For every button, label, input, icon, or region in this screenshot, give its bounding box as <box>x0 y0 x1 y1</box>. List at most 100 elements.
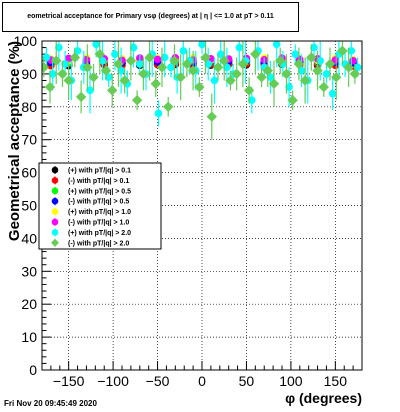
data-point <box>44 81 56 93</box>
x-tick-label: −100 <box>97 373 129 389</box>
data-point <box>167 63 175 72</box>
data-point <box>349 68 361 80</box>
legend-label: (+) with pT/|q| > 0.5 <box>68 188 131 195</box>
data-point <box>287 95 298 106</box>
data-point <box>169 55 180 66</box>
data-point <box>247 96 256 105</box>
y-tick-label: 100 <box>14 33 38 49</box>
data-point <box>231 68 242 80</box>
data-point <box>73 47 82 55</box>
x-tick-label: −50 <box>146 373 170 389</box>
data-point <box>262 65 273 76</box>
data-point <box>343 62 354 73</box>
data-point <box>312 65 323 76</box>
data-point <box>88 71 99 83</box>
data-point <box>268 78 280 89</box>
y-tick-label: 60 <box>21 165 37 181</box>
legend-entry: (-) with pT/|q| > 2.0 <box>51 238 129 247</box>
data-point <box>144 52 155 63</box>
timestamp-footer: Fri Nov 20 09:45:49 2020 <box>4 399 97 408</box>
legend-entry: (+) with pT/|q| > 2.0 <box>51 228 131 237</box>
data-point <box>331 71 342 83</box>
data-point <box>94 48 105 60</box>
data-point <box>131 95 143 106</box>
data-point <box>237 58 249 70</box>
data-point <box>154 109 163 118</box>
data-point <box>92 41 101 49</box>
data-point <box>256 71 267 83</box>
data-point <box>212 62 224 73</box>
data-point <box>163 101 174 113</box>
legend-box <box>38 162 162 250</box>
y-tick-label: 50 <box>21 198 37 214</box>
legend-label: (+) with pT/|q| > 0.1 <box>68 168 131 175</box>
data-point <box>156 62 168 73</box>
data-point <box>160 53 169 62</box>
data-point <box>281 68 292 80</box>
data-point <box>204 60 213 68</box>
x-tick-label: 0 <box>198 373 206 389</box>
y-tick-label: 80 <box>21 99 37 115</box>
data-point <box>129 43 138 52</box>
legend-label: (-) with pT/|q| > 0.1 <box>68 178 129 185</box>
legend-label: (-) with pT/|q| > 0.5 <box>68 199 129 206</box>
data-point <box>200 52 211 63</box>
legend-entry: (+) with pT/|q| > 1.0 <box>51 207 131 216</box>
y-tick-label: 30 <box>21 263 37 279</box>
legend-entry: (-) with pT/|q| > 0.1 <box>51 176 129 185</box>
legend-marker <box>51 177 59 184</box>
data-point <box>353 63 362 72</box>
data-point <box>210 76 219 85</box>
x-tick-label: 100 <box>279 373 303 389</box>
data-point <box>225 75 236 86</box>
series-8 <box>42 41 361 140</box>
data-point <box>347 47 356 55</box>
data-layer <box>42 41 362 140</box>
data-point <box>119 75 130 86</box>
data-point <box>175 71 186 83</box>
data-point <box>310 43 318 52</box>
legend-label: (-) with pT/|q| > 2.0 <box>68 240 129 247</box>
data-point <box>111 50 119 58</box>
data-point <box>293 58 305 70</box>
legend-marker <box>51 229 59 236</box>
legend-marker <box>51 208 59 215</box>
x-tick-label: −150 <box>53 373 85 389</box>
data-point <box>243 85 255 96</box>
legend-label: (+) with pT/|q| > 2.0 <box>68 230 131 237</box>
x-tick-label: 150 <box>324 373 348 389</box>
data-point <box>275 55 286 66</box>
chart-title-box: eometrical acceptance for Primary vsφ (d… <box>2 2 299 32</box>
chart-title: eometrical acceptance for Primary vsφ (d… <box>27 13 274 20</box>
data-point <box>306 52 317 63</box>
legend-marker <box>51 166 59 174</box>
y-tick-label: 10 <box>21 329 37 345</box>
legend-marker <box>51 238 59 247</box>
data-point <box>100 65 112 76</box>
legend-marker <box>51 187 59 195</box>
data-point <box>63 75 74 86</box>
data-point <box>181 58 193 70</box>
data-point <box>125 55 137 66</box>
data-point <box>69 52 81 63</box>
data-point <box>250 48 261 60</box>
data-point <box>138 68 149 80</box>
data-point <box>337 45 348 57</box>
data-point <box>316 56 325 65</box>
data-point <box>206 111 217 122</box>
legend-entry: (+) with pT/|q| > 0.1 <box>51 166 131 175</box>
data-point <box>235 43 244 52</box>
y-tick-label: 90 <box>21 66 37 82</box>
legend-marker <box>51 197 59 205</box>
legend-label: (+) with pT/|q| > 1.0 <box>68 209 131 216</box>
legend-entry: (-) with pT/|q| > 1.0 <box>51 218 129 227</box>
data-point <box>82 62 93 73</box>
legend-entry: (+) with pT/|q| > 0.5 <box>51 186 131 195</box>
data-point <box>318 81 329 93</box>
data-point <box>153 55 162 64</box>
data-point <box>135 60 144 68</box>
data-point <box>322 70 331 78</box>
x-tick-label: 50 <box>239 373 255 389</box>
y-tick-label: 70 <box>21 132 37 148</box>
